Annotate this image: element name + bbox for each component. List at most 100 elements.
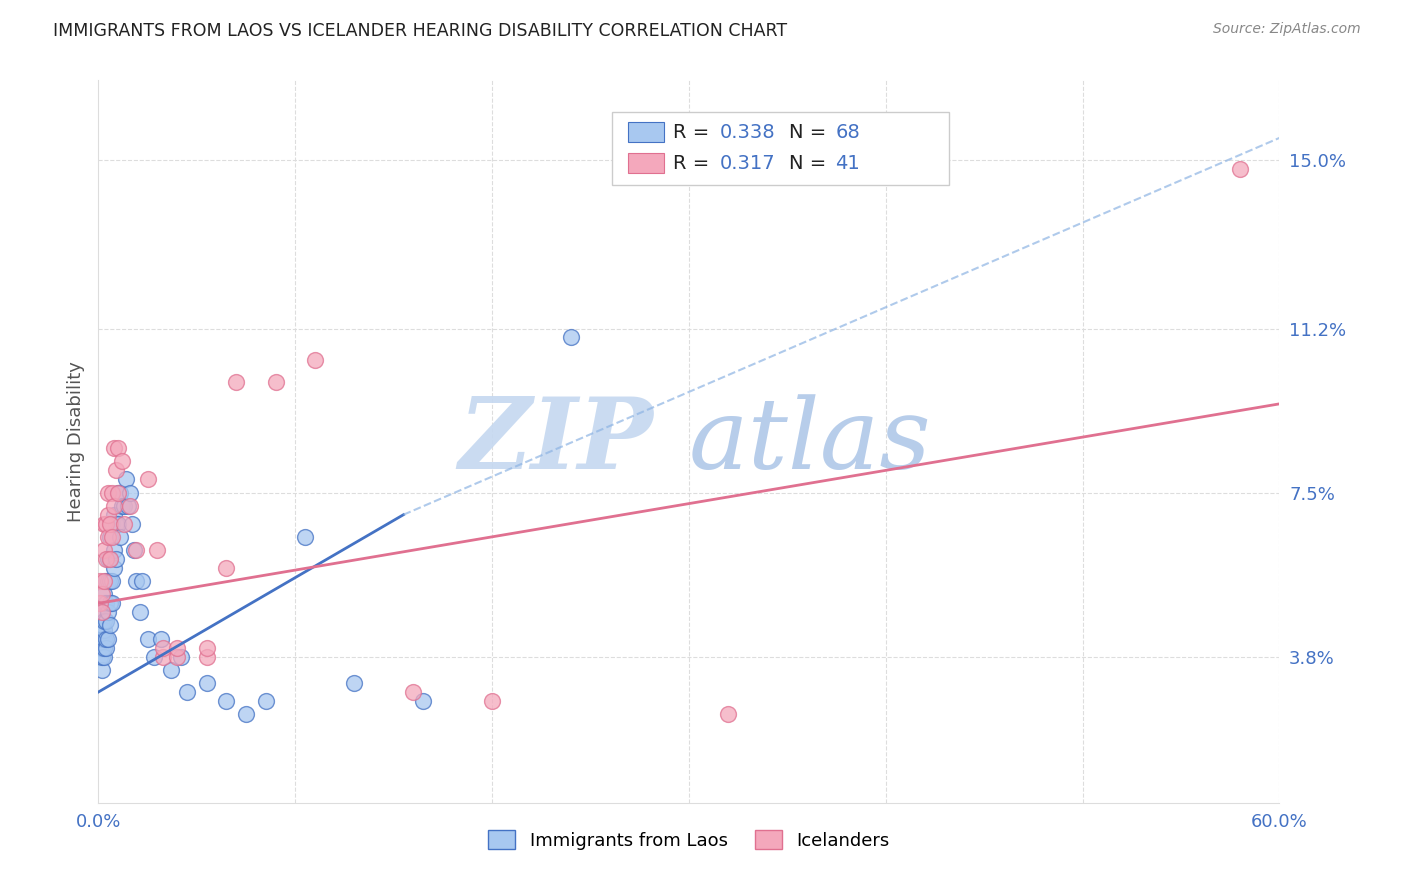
Legend: Immigrants from Laos, Icelanders: Immigrants from Laos, Icelanders	[479, 822, 898, 859]
Point	[1229, 161, 1251, 176]
Point	[166, 649, 188, 664]
Point	[105, 552, 128, 566]
Point	[93, 614, 115, 628]
Point	[107, 441, 129, 455]
Point	[97, 605, 120, 619]
Point	[105, 463, 128, 477]
Point	[91, 649, 114, 664]
Point	[254, 694, 277, 708]
Point	[107, 516, 129, 531]
Point	[101, 574, 124, 589]
Point	[215, 561, 238, 575]
Point	[93, 543, 115, 558]
Point	[115, 472, 138, 486]
Point	[125, 543, 148, 558]
Point	[136, 632, 159, 646]
Point	[146, 543, 169, 558]
Point	[176, 685, 198, 699]
Point	[91, 587, 114, 601]
Point	[166, 640, 188, 655]
Point	[96, 640, 118, 655]
Point	[112, 499, 135, 513]
Point	[215, 694, 238, 708]
Point	[152, 649, 174, 664]
Point	[101, 530, 124, 544]
Point	[118, 485, 141, 500]
Text: R =: R =	[673, 122, 716, 142]
Point	[117, 499, 139, 513]
Point	[103, 508, 125, 522]
Point	[97, 552, 120, 566]
Text: 68: 68	[835, 122, 860, 142]
Point	[118, 499, 141, 513]
Y-axis label: Hearing Disability: Hearing Disability	[66, 361, 84, 522]
Point	[122, 543, 145, 558]
Point	[121, 516, 143, 531]
Point	[264, 375, 287, 389]
Point	[97, 574, 120, 589]
Point	[93, 649, 115, 664]
Point	[103, 499, 125, 513]
Point	[98, 530, 121, 544]
Point	[93, 623, 115, 637]
Point	[91, 605, 114, 619]
Point	[98, 516, 121, 531]
Point	[93, 516, 115, 531]
Point	[107, 485, 129, 500]
Point	[136, 472, 159, 486]
Point	[103, 561, 125, 575]
Point	[128, 605, 150, 619]
Point	[89, 640, 111, 655]
Point	[91, 663, 114, 677]
Point	[195, 649, 218, 664]
Text: 0.338: 0.338	[720, 122, 776, 142]
Point	[717, 707, 740, 722]
Point	[412, 694, 434, 708]
Text: IMMIGRANTS FROM LAOS VS ICELANDER HEARING DISABILITY CORRELATION CHART: IMMIGRANTS FROM LAOS VS ICELANDER HEARIN…	[53, 22, 787, 40]
Point	[96, 632, 118, 646]
Point	[101, 596, 124, 610]
Point	[96, 516, 118, 531]
Point	[97, 530, 120, 544]
Point	[97, 485, 120, 500]
Point	[235, 707, 257, 722]
Point	[101, 485, 124, 500]
Point	[160, 663, 183, 677]
Point	[98, 596, 121, 610]
Point	[225, 375, 247, 389]
Point	[108, 485, 131, 500]
Point	[89, 574, 111, 589]
Point	[89, 632, 111, 646]
Point	[150, 632, 173, 646]
Point	[294, 530, 316, 544]
Point	[91, 632, 114, 646]
Point	[103, 441, 125, 455]
Point	[481, 694, 503, 708]
Text: N =: N =	[789, 153, 832, 173]
Point	[93, 596, 115, 610]
Point	[98, 552, 121, 566]
Point	[560, 330, 582, 344]
Text: ZIP: ZIP	[458, 393, 654, 490]
Point	[195, 676, 218, 690]
Point	[91, 605, 114, 619]
Point	[96, 614, 118, 628]
Point	[107, 485, 129, 500]
Point	[89, 649, 111, 664]
Point	[170, 649, 193, 664]
Point	[91, 618, 114, 632]
Point	[91, 623, 114, 637]
Point	[105, 516, 128, 531]
Point	[111, 454, 134, 468]
Text: R =: R =	[673, 153, 716, 173]
Point	[97, 632, 120, 646]
Point	[93, 587, 115, 601]
Text: 0.317: 0.317	[720, 153, 776, 173]
Point	[96, 574, 118, 589]
Point	[343, 676, 366, 690]
Point	[103, 543, 125, 558]
Point	[96, 552, 118, 566]
Point	[97, 508, 120, 522]
Point	[125, 574, 148, 589]
Point	[98, 618, 121, 632]
